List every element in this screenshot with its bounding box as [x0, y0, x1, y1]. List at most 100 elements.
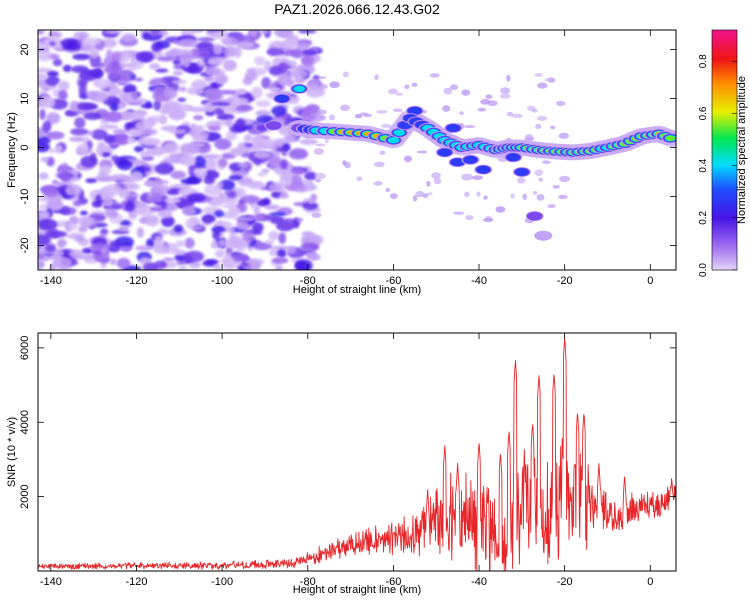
colorbar-band: [712, 176, 737, 179]
noise-cell: [45, 244, 56, 253]
noise-cell: [277, 249, 287, 258]
noise-cell: [153, 244, 170, 254]
noise-cell: [173, 58, 181, 66]
noise-cell: [284, 133, 299, 143]
noise-cell: [184, 250, 205, 263]
noise-cell: [46, 70, 59, 77]
colorbar-band: [712, 70, 737, 73]
noise-cell: [45, 75, 60, 86]
colorbar-band: [712, 232, 737, 235]
snr-frame: [37, 332, 677, 572]
colorbar-band: [712, 122, 737, 125]
noise-cell: [70, 100, 78, 112]
colorbar-band: [712, 160, 737, 163]
colorbar-band: [712, 234, 737, 237]
snr-series-line: [38, 337, 676, 571]
colorbar-band: [712, 158, 737, 161]
noise-cell: [212, 43, 223, 55]
colorbar-band: [712, 172, 737, 175]
noise-cell: [208, 125, 222, 132]
noise-cell: [226, 190, 237, 199]
noise-cell: [247, 180, 265, 190]
noise-cell: [308, 234, 324, 245]
noise-cell: [99, 233, 107, 239]
noise-cell: [118, 188, 131, 199]
colorbar-band: [712, 36, 737, 39]
noise-cell: [165, 203, 179, 212]
colorbar-band: [712, 130, 737, 133]
x-tick-label: -140: [40, 275, 62, 287]
colorbar-band: [712, 248, 737, 251]
noise-cell: [422, 193, 429, 199]
noise-cell: [150, 30, 161, 37]
noise-cell: [253, 151, 272, 159]
colorbar-band: [712, 134, 737, 137]
noise-cell: [476, 191, 481, 197]
noise-cell: [459, 111, 464, 116]
noise-cell: [429, 73, 440, 78]
noise-cell: [218, 157, 228, 167]
noise-cell: [278, 192, 289, 199]
noise-cell: [52, 179, 59, 186]
noise-cell: [215, 249, 225, 258]
colorbar-band: [712, 62, 737, 65]
noise-cell: [558, 132, 570, 139]
x-tick-label: -20: [557, 576, 573, 588]
noise-cell: [124, 183, 138, 190]
colorbar-band: [712, 80, 737, 83]
noise-cell: [389, 193, 398, 200]
snr-y-axis: 2000 4000 6000: [19, 336, 676, 509]
colorbar-axis: 0.0 0.2 0.4 0.6 0.8: [698, 54, 737, 277]
colorbar-band: [712, 92, 737, 95]
noise-cell: [149, 63, 161, 70]
noise-cell: [150, 206, 166, 212]
noise-cell: [253, 262, 261, 270]
noise-cell: [103, 64, 123, 75]
colorbar-band: [712, 106, 737, 109]
noise-cell: [157, 56, 175, 62]
colorbar-tick-label: 0.2: [698, 210, 709, 224]
noise-cell: [239, 194, 260, 204]
noise-cell: [268, 182, 284, 193]
noise-cell: [253, 205, 261, 217]
colorbar-band: [712, 44, 737, 47]
noise-cell: [38, 172, 49, 180]
noise-cell: [194, 167, 208, 179]
noise-cell: [252, 242, 273, 251]
colorbar-band: [712, 188, 737, 191]
noise-cell: [280, 159, 288, 170]
noise-cell: [172, 69, 183, 77]
noise-cell: [269, 247, 280, 257]
noise-cell: [465, 215, 474, 221]
noise-cell: [170, 170, 187, 180]
colorbar-band: [712, 220, 737, 223]
noise-cell: [482, 217, 494, 222]
noise-cell: [168, 109, 187, 121]
noise-cell: [260, 30, 270, 35]
noise-cell: [79, 210, 88, 216]
colorbar-tick-label: 0.6: [698, 106, 709, 120]
signal-blob: [515, 168, 529, 176]
colorbar-band: [712, 102, 737, 105]
noise-cell: [38, 30, 45, 35]
noise-cell: [46, 112, 61, 124]
colorbar-band: [712, 182, 737, 185]
noise-cell: [134, 145, 144, 153]
noise-cell: [112, 133, 131, 145]
noise-cell: [175, 240, 186, 248]
noise-cell: [155, 68, 169, 73]
colorbar-band: [712, 162, 737, 165]
noise-cell: [90, 62, 107, 68]
noise-cell: [177, 97, 187, 102]
noise-cell: [278, 232, 287, 244]
colorbar-band: [712, 138, 737, 141]
noise-cell: [192, 134, 207, 143]
colorbar-band: [712, 174, 737, 177]
noise-cell: [126, 129, 146, 136]
noise-cell: [150, 80, 160, 87]
colorbar-band: [712, 252, 737, 255]
noise-cell: [471, 175, 484, 180]
noise-cell: [157, 228, 169, 236]
signal-blob: [463, 156, 478, 164]
